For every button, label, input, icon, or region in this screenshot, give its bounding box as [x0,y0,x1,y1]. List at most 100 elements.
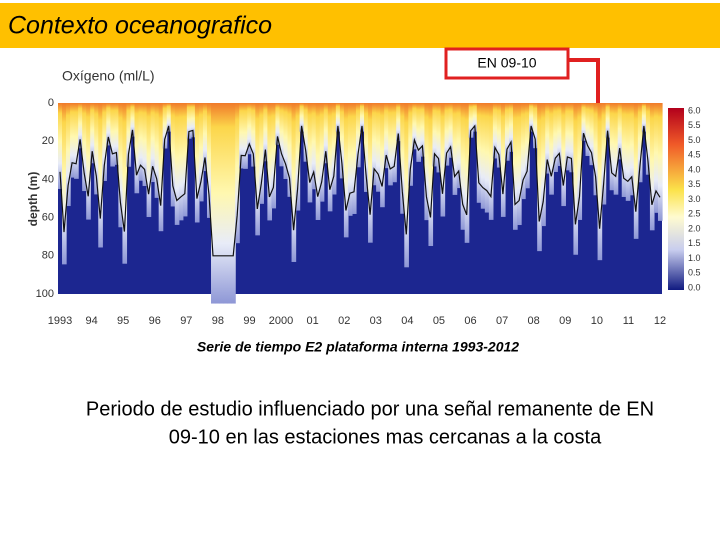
y-tick-label: 40 [42,173,54,185]
heatmap-column [331,103,337,195]
heatmap-column [468,103,474,138]
heatmap-column [424,103,430,221]
x-tick-label: 2000 [269,315,293,327]
heatmap-column [557,103,562,167]
heatmap-column [194,103,200,223]
slide-title: Contexto oceanografico [8,12,272,40]
heatmap-column [541,103,546,227]
y-tick-label: 100 [36,288,54,300]
heatmap-column [621,103,627,197]
heatmap-column [255,103,260,236]
caption: Serie de tiempo E2 plataforma interna 19… [197,339,519,355]
heatmap-column [66,103,71,207]
heatmap-column [170,103,176,207]
heatmap-column [283,103,289,180]
heatmap-column [569,103,575,173]
x-tick-label: 97 [180,315,192,327]
heatmap-column [118,103,124,228]
heatmap-column [601,103,607,205]
y-tick-label: 60 [42,212,54,224]
body-line: Periodo de estudio influenciado por una … [86,398,654,420]
heatmap-column [166,103,172,132]
heatmap-column [533,103,538,149]
heatmap-column [444,103,450,166]
heatmap-column [589,103,595,166]
heatmap-column [247,103,252,155]
heatmap-column [206,103,212,218]
callout-box [444,47,570,80]
heatmap-column [78,103,83,149]
heatmap-column [404,103,409,268]
x-tick-label: 02 [338,315,350,327]
heatmap-column [154,103,160,198]
heatmap-column [488,103,494,220]
heatmap-column [158,103,164,232]
heatmap-column [456,103,462,189]
heatmap-column [351,103,357,214]
heatmap-column [295,103,301,211]
heatmap-column [480,103,486,209]
heatmap-column [460,103,466,230]
heatmap-column [484,103,490,213]
heatmap-column [299,103,305,132]
heatmap-column [315,103,321,220]
heatmap-column [545,103,550,174]
heatmap-column [235,103,240,244]
heatmap-column [259,103,264,204]
heatmap-column [74,103,79,179]
heatmap-column [392,103,397,183]
heatmap-column [223,103,228,304]
contour-line [59,124,661,257]
heatmap-column [86,103,91,220]
heatmap-column [279,103,285,167]
heatmap-column [408,103,413,186]
heatmap-column [178,103,184,221]
y-axis-label: depth (m) [26,172,40,227]
heatmap-column [82,103,87,192]
heatmap-column [267,103,273,221]
y-tick-label: 80 [42,250,54,262]
heatmap-column [98,103,103,248]
heatmap-column [138,103,144,181]
colorbar-label: 2.0 [688,223,701,233]
heatmap-column [448,103,454,158]
heatmap-column [476,103,482,203]
colorbar-label: 3.5 [688,179,701,189]
colorbar-label: 3.0 [688,194,701,204]
heatmap-column [585,103,591,157]
heatmap-column [388,103,393,186]
x-tick-label: 03 [370,315,382,327]
heatmap-column [231,103,236,304]
heatmap-column [617,103,623,160]
heatmap-column [182,103,188,217]
heatmap-column [122,103,128,264]
x-tick-label: 99 [243,315,255,327]
heatmap-column [343,103,349,238]
x-tick-label: 12 [654,315,666,327]
heatmap-column [227,103,232,304]
x-tick-label: 96 [149,315,161,327]
heatmap-column [504,103,510,161]
heatmap-column [303,103,309,162]
colorbar-label: 1.0 [688,253,701,263]
heatmap-column [291,103,297,262]
heatmap-column [70,103,75,178]
heatmap-column [106,103,111,146]
heatmap-column [251,103,256,167]
heatmap-column [360,103,365,132]
heatmap-column [629,103,635,196]
x-tick-label: 1993 [48,315,72,327]
heatmap-column [327,103,333,212]
heatmap-column [440,103,446,217]
heatmap-column [110,103,115,167]
x-tick-label: 08 [528,315,540,327]
body-line: 09-10 en las estaciones mas cercanas a l… [169,426,602,448]
heatmap-column [162,103,168,149]
heatmap-column [239,103,244,169]
heatmap-column [243,103,248,169]
heatmap-column [581,103,587,141]
heatmap-column [186,103,192,139]
heatmap-column [561,103,566,207]
heatmap-column [508,103,514,152]
